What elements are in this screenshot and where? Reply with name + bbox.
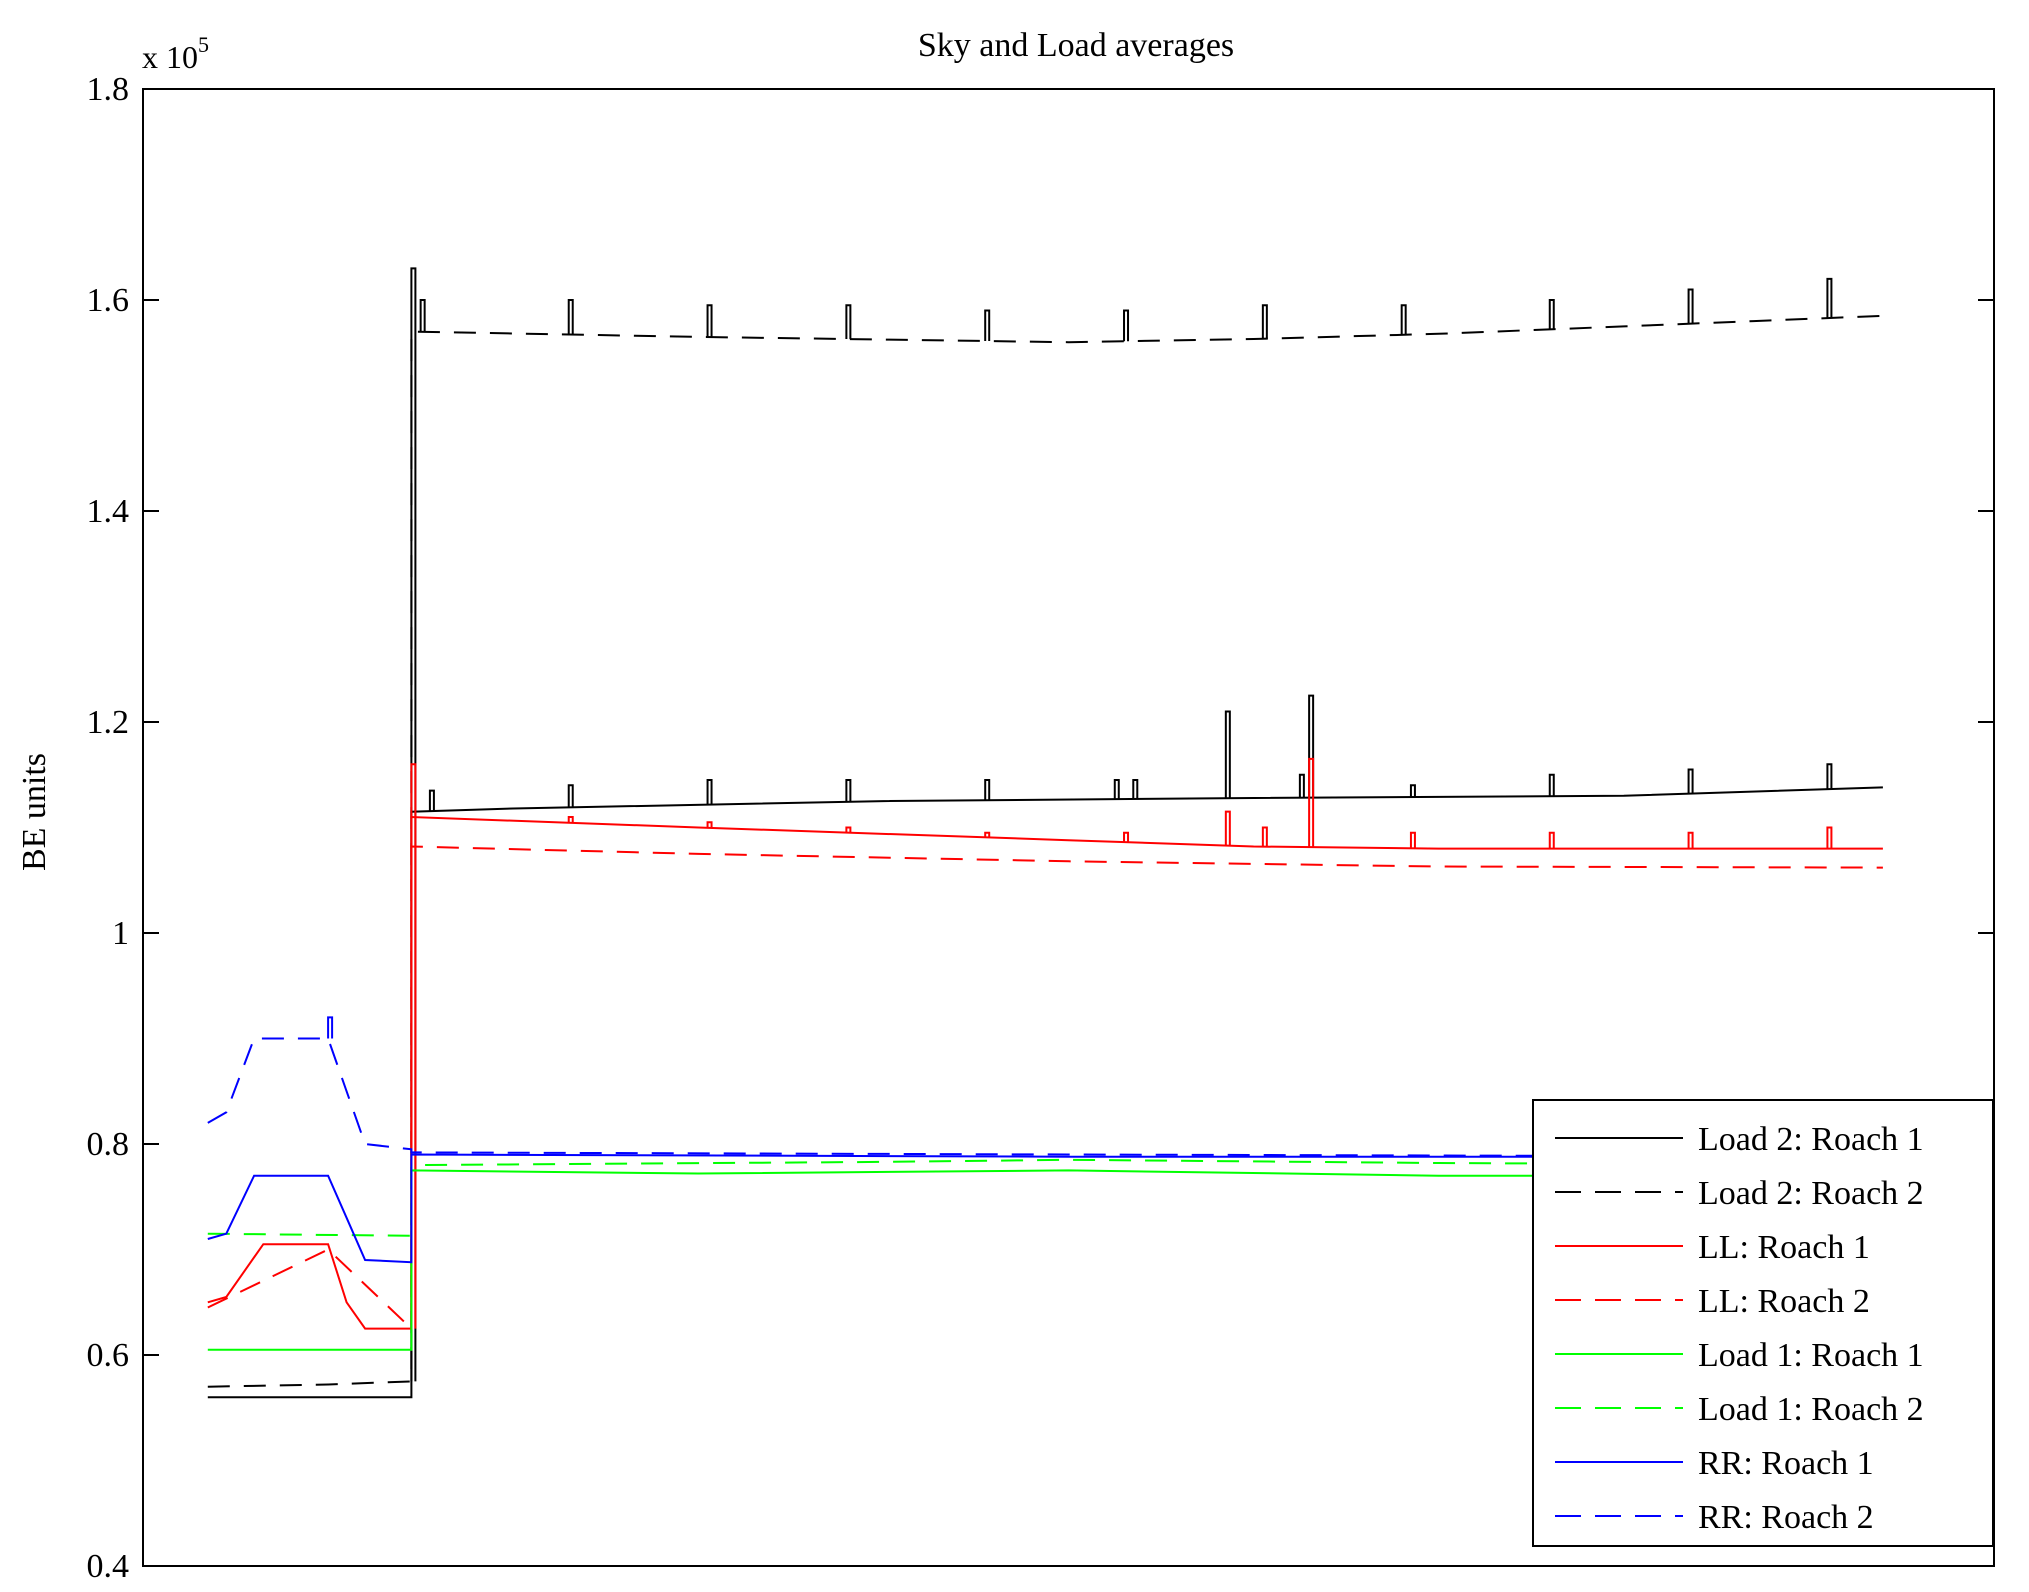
series-1-spike-5: [984, 309, 991, 342]
series-0-spike-10: [1409, 784, 1416, 798]
series-line-7: [207, 1037, 1883, 1158]
y-tick-label-1: 0.6: [87, 1337, 130, 1374]
series-1-spike-11: [1826, 277, 1833, 319]
series-2-spike-1: [567, 815, 574, 823]
legend-label-6: RR: Roach 1: [1698, 1445, 1874, 1482]
legend-label-5: Load 1: Roach 2: [1698, 1391, 1924, 1428]
series-0-spike-13: [1826, 763, 1833, 790]
series-1-spike-4: [845, 304, 852, 340]
y-tick-label-6: 1.6: [87, 282, 130, 319]
y-tick-label-4: 1.2: [87, 704, 130, 741]
series-line-3: [207, 845, 1883, 1331]
series-line-6: [207, 1153, 1883, 1264]
series-0-spike-2: [706, 779, 713, 805]
series-1-spike-8: [1400, 304, 1407, 335]
series-0-spike-7: [1224, 710, 1231, 799]
plot-frame: [142, 88, 1995, 1567]
series-0-spike-4: [984, 779, 991, 801]
series-2-spike-9: [1409, 831, 1416, 849]
series-2-spike-2: [706, 821, 713, 828]
legend-label-0: Load 2: Roach 1: [1698, 1121, 1924, 1158]
series-1-spike-10: [1687, 288, 1694, 324]
series-0-spike-3: [845, 779, 852, 802]
series-line-0: [207, 786, 1883, 1399]
series-2-spike-3: [845, 826, 852, 833]
series-2-spike-12: [1826, 826, 1833, 849]
series-1-spike-7: [1261, 304, 1268, 339]
chart-title: Sky and Load averages: [918, 27, 1234, 64]
legend-box: [1532, 1099, 1994, 1547]
series-line-1: [207, 314, 1883, 1388]
series-1-spike-2: [567, 299, 574, 335]
legend-label-1: Load 2: Roach 2: [1698, 1175, 1924, 1212]
series-0-spike-0: [428, 789, 435, 812]
series-2-spike-5: [1123, 831, 1130, 843]
series-1-spike-9: [1548, 299, 1555, 330]
legend: Load 2: Roach 1 Load 2: Roach 2 LL: Roach …: [1532, 1099, 1994, 1547]
legend-label-2: LL: Roach 1: [1698, 1229, 1870, 1266]
exponent-label: x 105: [142, 32, 209, 75]
series-0-spike-8: [1298, 773, 1305, 798]
series-line-5: [207, 1158, 1883, 1237]
series-0-spike-5: [1113, 779, 1120, 800]
series-0-spike-1: [567, 784, 574, 808]
y-tick-label-7: 1.8: [87, 71, 130, 108]
series-0-spike-6: [1132, 779, 1139, 799]
legend-label-3: LL: Roach 2: [1698, 1283, 1870, 1320]
y-axis-ticks: 0.4 0.6 0.8 1 1.2 1.4 1.6 1.8: [87, 71, 1994, 1585]
exponent-power: 5: [198, 32, 209, 57]
legend-label-4: Load 1: Roach 1: [1698, 1337, 1924, 1374]
series-0-spike-11: [1548, 773, 1555, 797]
series-1-spike-6: [1123, 309, 1130, 342]
y-tick-label-3: 1: [112, 915, 129, 952]
series-2-spike-7: [1261, 826, 1268, 847]
series-1-spike-1: [419, 299, 426, 332]
series-2-spike-4: [984, 831, 991, 838]
series-0-spike-12: [1687, 768, 1694, 794]
series-2-spike-8: [1308, 757, 1315, 848]
series-2-spike-10: [1548, 831, 1555, 849]
y-axis-label: BE units: [16, 753, 53, 871]
series-7-spike-0: [327, 1016, 334, 1039]
series-1-spike-3: [706, 304, 713, 338]
legend-label-7: RR: Roach 2: [1698, 1499, 1874, 1536]
exponent-base: x 10: [142, 39, 198, 75]
y-tick-label-5: 1.4: [87, 493, 130, 530]
series-2-spike-6: [1224, 810, 1231, 846]
plot-area: [207, 267, 1883, 1399]
series-0-spike-9: [1308, 694, 1315, 798]
y-tick-label-2: 0.8: [87, 1126, 130, 1163]
y-tick-label-0: 0.4: [87, 1548, 130, 1585]
series-line-4: [207, 1169, 1883, 1351]
series-2-spike-11: [1687, 831, 1694, 849]
series-2-spike-0: [410, 763, 417, 1329]
